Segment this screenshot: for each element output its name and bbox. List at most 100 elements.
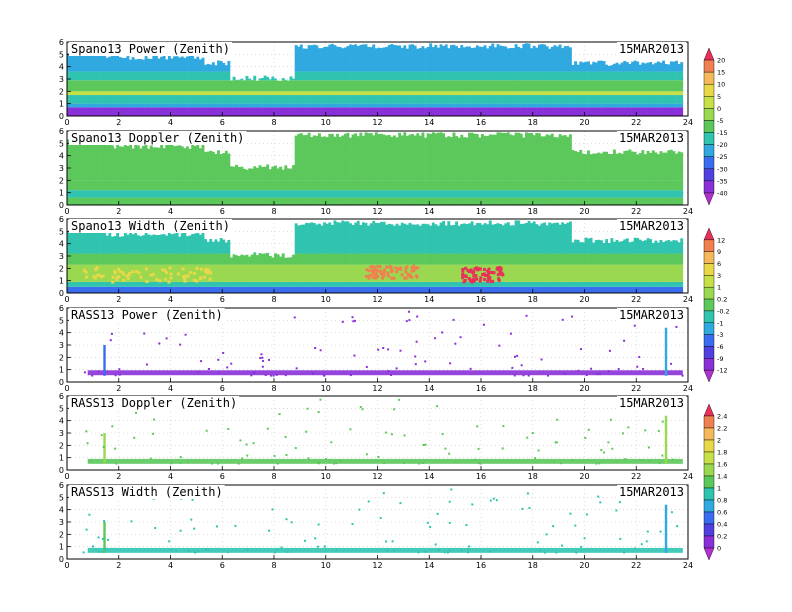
y-tick-label: 1 [59, 100, 64, 109]
heatmap-cell [338, 180, 342, 191]
rass-echo [492, 497, 495, 500]
heatmap-cell [263, 180, 267, 191]
heatmap-cell [258, 103, 262, 108]
heatmap-cell [175, 286, 179, 293]
heatmap-cell [447, 221, 451, 254]
heatmap-cell [87, 71, 91, 81]
heatmap-cell [600, 71, 603, 81]
rass-echo [424, 550, 427, 553]
heatmap-cell [623, 239, 627, 254]
heatmap-cell [131, 234, 135, 254]
heatmap-cell [118, 180, 122, 191]
heatmap-cell [110, 91, 114, 96]
heatmap-cell [279, 107, 283, 116]
heatmap-cell [509, 95, 513, 104]
rass-echo [351, 316, 354, 319]
heatmap-cell [118, 91, 122, 96]
heatmap-cell [395, 103, 399, 108]
heatmap-cell [305, 107, 308, 116]
heatmap-cell [116, 80, 120, 92]
heatmap-cell [312, 71, 316, 81]
heatmap-cell [359, 91, 363, 96]
heatmap-cell [118, 107, 122, 116]
heatmap-cell [372, 80, 376, 92]
heatmap-cell [395, 91, 399, 96]
heatmap-cell [501, 80, 505, 92]
heatmap-cell [248, 107, 252, 116]
heatmap-cell [95, 71, 99, 81]
heatmap-cell [431, 91, 435, 96]
rass-echo [262, 359, 265, 362]
heatmap-cell [227, 286, 231, 293]
y-tick-label: 5 [59, 404, 64, 413]
heatmap-cell [571, 71, 575, 81]
heatmap-cell [597, 95, 601, 104]
heatmap-cell [405, 281, 409, 287]
rass-echo [434, 543, 437, 546]
heatmap-cell [297, 80, 301, 92]
heatmap-cell [294, 197, 298, 205]
heatmap-cell [460, 91, 464, 96]
heatmap-cell [323, 103, 327, 108]
heatmap-cell [411, 44, 415, 72]
heatmap-cell [398, 71, 402, 81]
heatmap-cell [74, 95, 78, 104]
heatmap-cell [581, 103, 585, 108]
rass-echo [408, 319, 411, 322]
heatmap-cell [641, 91, 645, 96]
rass-spike [103, 522, 106, 553]
heatmap-cell [289, 257, 293, 265]
heatmap-cell [550, 91, 554, 96]
heatmap-cell [356, 91, 360, 96]
heatmap-cell [400, 190, 404, 198]
heatmap-cell [486, 136, 490, 181]
rass-echo [361, 408, 364, 411]
heatmap-cell [400, 107, 404, 116]
heatmap-cell [253, 80, 257, 92]
heatmap-cell [310, 197, 314, 205]
heatmap-cell [333, 107, 337, 116]
heatmap-cell [372, 44, 376, 72]
rass-echo [599, 501, 602, 504]
heatmap-cell [74, 281, 78, 287]
heatmap-cell [434, 107, 438, 116]
heatmap-cell [587, 107, 590, 116]
heatmap-cell [240, 166, 244, 181]
heatmap-cell [439, 44, 443, 72]
heatmap-cell [188, 148, 192, 181]
heatmap-cell [437, 264, 440, 282]
heatmap-cell [307, 107, 311, 116]
heatmap-cell [310, 264, 314, 282]
heatmap-cell [116, 144, 120, 181]
heatmap-hot-cell [205, 271, 209, 275]
colorbar-label: -5 [717, 117, 723, 125]
heatmap-hot-cell [461, 272, 465, 276]
rass-echo [217, 371, 220, 374]
heatmap-cell [605, 264, 609, 282]
heatmap-cell [139, 197, 143, 205]
heatmap-cell [204, 190, 208, 198]
heatmap-cell [175, 95, 179, 104]
heatmap-cell [85, 253, 88, 265]
heatmap-cell [618, 71, 622, 81]
rass-echo [330, 441, 333, 444]
heatmap-cell [149, 281, 153, 287]
heatmap-cell [625, 253, 629, 265]
heatmap-cell [253, 166, 257, 181]
heatmap-cell [457, 197, 461, 205]
heatmap-cell [178, 145, 182, 181]
heatmap-hot-cell [474, 274, 478, 278]
heatmap-cell [258, 91, 262, 96]
rass-echo [395, 367, 398, 370]
heatmap-cell [297, 91, 301, 96]
heatmap-cell [571, 281, 575, 287]
heatmap-cell [302, 91, 306, 96]
heatmap-cell [380, 180, 383, 191]
heatmap-cell [675, 264, 678, 282]
heatmap-cell [452, 281, 456, 287]
heatmap-cell [656, 103, 660, 108]
heatmap-cell [501, 190, 505, 198]
heatmap-cell [359, 253, 363, 265]
heatmap-cell [100, 253, 104, 265]
heatmap-cell [680, 197, 684, 205]
